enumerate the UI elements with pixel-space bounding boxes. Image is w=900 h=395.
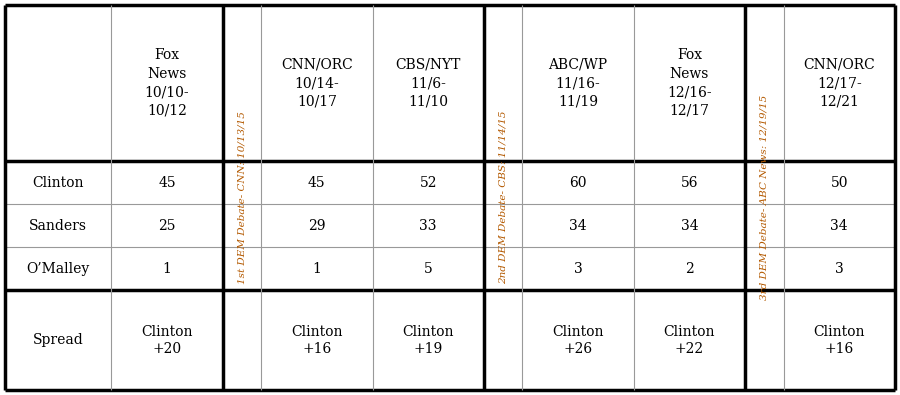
Text: 3rd DEM Debate- ABC News: 12/19/15: 3rd DEM Debate- ABC News: 12/19/15: [760, 95, 769, 300]
Text: Fox
News
10/10-
10/12: Fox News 10/10- 10/12: [145, 49, 189, 118]
Text: CNN/ORC
12/17-
12/21: CNN/ORC 12/17- 12/21: [804, 58, 875, 108]
Text: Sanders: Sanders: [29, 219, 87, 233]
Text: 5: 5: [424, 262, 433, 276]
Text: 45: 45: [308, 176, 326, 190]
Text: 25: 25: [158, 219, 176, 233]
Text: 2: 2: [685, 262, 694, 276]
Text: Clinton
+26: Clinton +26: [553, 325, 604, 356]
Text: 3: 3: [835, 262, 843, 276]
Text: 45: 45: [158, 176, 176, 190]
Text: CNN/ORC
10/14-
10/17: CNN/ORC 10/14- 10/17: [281, 58, 353, 108]
Text: 1st DEM Debate- CNN: 10/13/15: 1st DEM Debate- CNN: 10/13/15: [238, 111, 247, 284]
Text: 50: 50: [831, 176, 848, 190]
Text: Clinton
+16: Clinton +16: [814, 325, 865, 356]
Text: O’Malley: O’Malley: [26, 262, 90, 276]
Text: Clinton: Clinton: [32, 176, 84, 190]
Text: 1: 1: [312, 262, 321, 276]
Text: Spread: Spread: [32, 333, 84, 347]
Text: Clinton
+19: Clinton +19: [402, 325, 454, 356]
Text: Clinton
+22: Clinton +22: [663, 325, 716, 356]
Text: ABC/WP
11/16-
11/19: ABC/WP 11/16- 11/19: [548, 58, 608, 108]
Text: 34: 34: [831, 219, 848, 233]
Text: 34: 34: [680, 219, 698, 233]
Text: 52: 52: [419, 176, 437, 190]
Text: 60: 60: [570, 176, 587, 190]
Text: 56: 56: [680, 176, 698, 190]
Text: Clinton
+16: Clinton +16: [291, 325, 343, 356]
Text: 34: 34: [570, 219, 587, 233]
Text: CBS/NYT
11/6-
11/10: CBS/NYT 11/6- 11/10: [395, 58, 461, 108]
Text: Clinton
+20: Clinton +20: [141, 325, 193, 356]
Text: 3: 3: [573, 262, 582, 276]
Text: 1: 1: [163, 262, 171, 276]
Text: Fox
News
12/16-
12/17: Fox News 12/16- 12/17: [667, 49, 712, 118]
Text: 33: 33: [419, 219, 437, 233]
Text: 2nd DEM Debate- CBS: 11/14/15: 2nd DEM Debate- CBS: 11/14/15: [499, 111, 508, 284]
Text: 29: 29: [308, 219, 326, 233]
